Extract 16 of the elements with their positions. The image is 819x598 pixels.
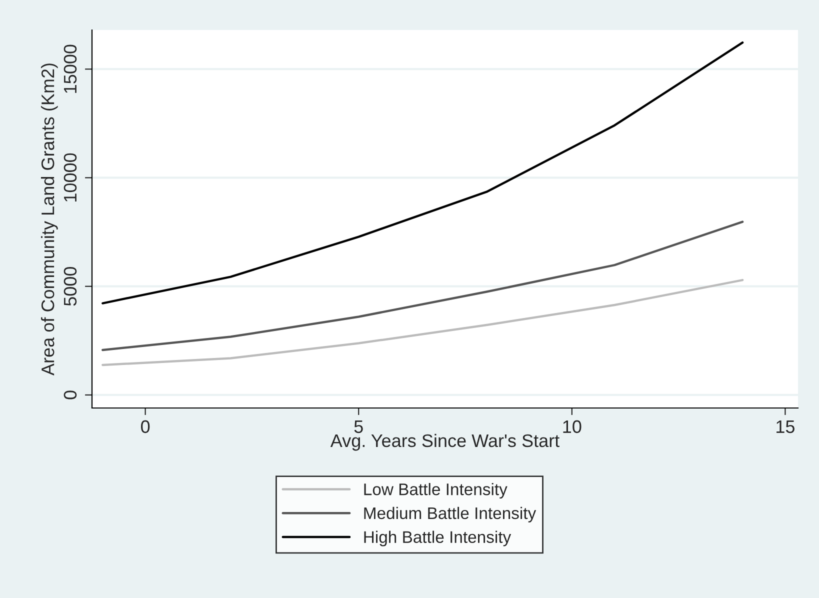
- y-axis-title: Area of Community Land Grants (Km2): [40, 64, 58, 376]
- x-tick-label: 5: [354, 420, 363, 434]
- legend-label: Medium Battle Intensity: [364, 506, 536, 522]
- line-series: [102, 220, 744, 352]
- x-tick-label: 0: [141, 420, 150, 434]
- x-tick-label: 15: [776, 420, 794, 434]
- y-tick-label: 0: [64, 390, 77, 400]
- y-tick-label: 10000: [64, 153, 77, 202]
- x-axis-title: Avg. Years Since War's Start: [330, 434, 560, 451]
- line-series: [102, 41, 744, 304]
- y-tick-label: 15000: [64, 44, 77, 93]
- line-series: [102, 278, 744, 366]
- y-tick-label: 5000: [64, 266, 77, 306]
- legend-label: High Battle Intensity: [364, 530, 512, 546]
- x-tick-label: 10: [563, 420, 582, 434]
- legend-label: Low Battle Intensity: [364, 483, 508, 499]
